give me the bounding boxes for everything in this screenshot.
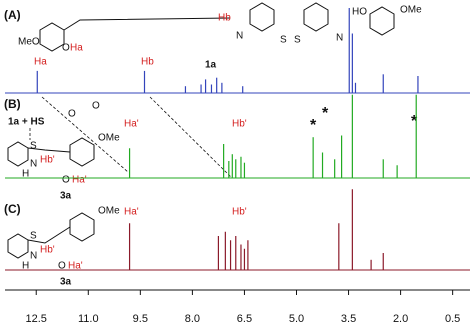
- bond: [63, 17, 231, 31]
- arrow: [41, 96, 129, 173]
- star: *: [310, 117, 317, 134]
- atom: N: [236, 31, 243, 42]
- x-tick-label: 6.5: [237, 313, 252, 325]
- compound-label: 1a: [205, 60, 217, 71]
- x-tick-label: 5.0: [289, 313, 304, 325]
- atom: Ha: [70, 43, 83, 54]
- atom: N: [30, 251, 37, 262]
- x-tick-label: 2.0: [393, 313, 408, 325]
- atom: OMe: [98, 133, 120, 144]
- atom: H: [22, 261, 29, 272]
- x-tick-label: 3.5: [341, 313, 356, 325]
- atom: S: [280, 35, 287, 46]
- atom: Hb: [218, 13, 231, 24]
- atom: O: [92, 101, 100, 112]
- atom: S: [294, 35, 301, 46]
- atom: O: [68, 109, 76, 120]
- x-tick-label: 12.5: [26, 313, 47, 325]
- panel-label: (C): [4, 202, 21, 216]
- atom: S: [30, 231, 37, 242]
- bond: [27, 147, 71, 153]
- peak-label: Ha': [124, 207, 139, 218]
- ring: [369, 6, 395, 36]
- atom: N: [336, 33, 343, 44]
- atom: O: [58, 261, 66, 272]
- atom: S: [30, 141, 37, 152]
- atom: Hb': [40, 155, 55, 166]
- peak-label: Hb: [141, 57, 154, 68]
- ring: [39, 22, 65, 52]
- atom: O: [62, 43, 70, 54]
- compound-label: 3a: [60, 191, 72, 202]
- x-tick-label: 9.5: [133, 313, 148, 325]
- star: *: [322, 105, 329, 122]
- ring: [249, 2, 275, 32]
- arrow: [149, 96, 233, 179]
- ring: [69, 212, 95, 242]
- atom: Hb': [40, 245, 55, 256]
- atom: Ha': [72, 175, 87, 186]
- ring: [69, 137, 95, 167]
- peak-label: Hb': [232, 207, 247, 218]
- atom: OMe: [98, 206, 120, 217]
- panel-label: (A): [4, 8, 21, 22]
- ring: [7, 233, 29, 259]
- ring: [303, 2, 329, 32]
- atom: MeO: [18, 37, 40, 48]
- x-tick-label: 0.5: [445, 313, 460, 325]
- peak-label: Ha': [124, 119, 139, 130]
- bond: [27, 226, 71, 244]
- panel-label: (B): [4, 97, 21, 111]
- x-tick-label: 8.0: [185, 313, 200, 325]
- atom: Ha': [68, 261, 83, 272]
- atom: O: [62, 175, 70, 186]
- atom: HO: [352, 7, 367, 18]
- atom: OMe: [400, 5, 422, 16]
- atom: H: [22, 169, 29, 180]
- ring: [7, 141, 29, 167]
- compound-label: 3a: [60, 277, 72, 288]
- star: *: [411, 113, 418, 130]
- peak-label: Ha: [34, 57, 47, 68]
- peak-label: Hb': [232, 119, 247, 130]
- atom: N: [30, 159, 37, 170]
- x-tick-label: 11.0: [78, 313, 99, 325]
- structures: [7, 2, 395, 259]
- reagent: 1a + HS: [8, 117, 45, 128]
